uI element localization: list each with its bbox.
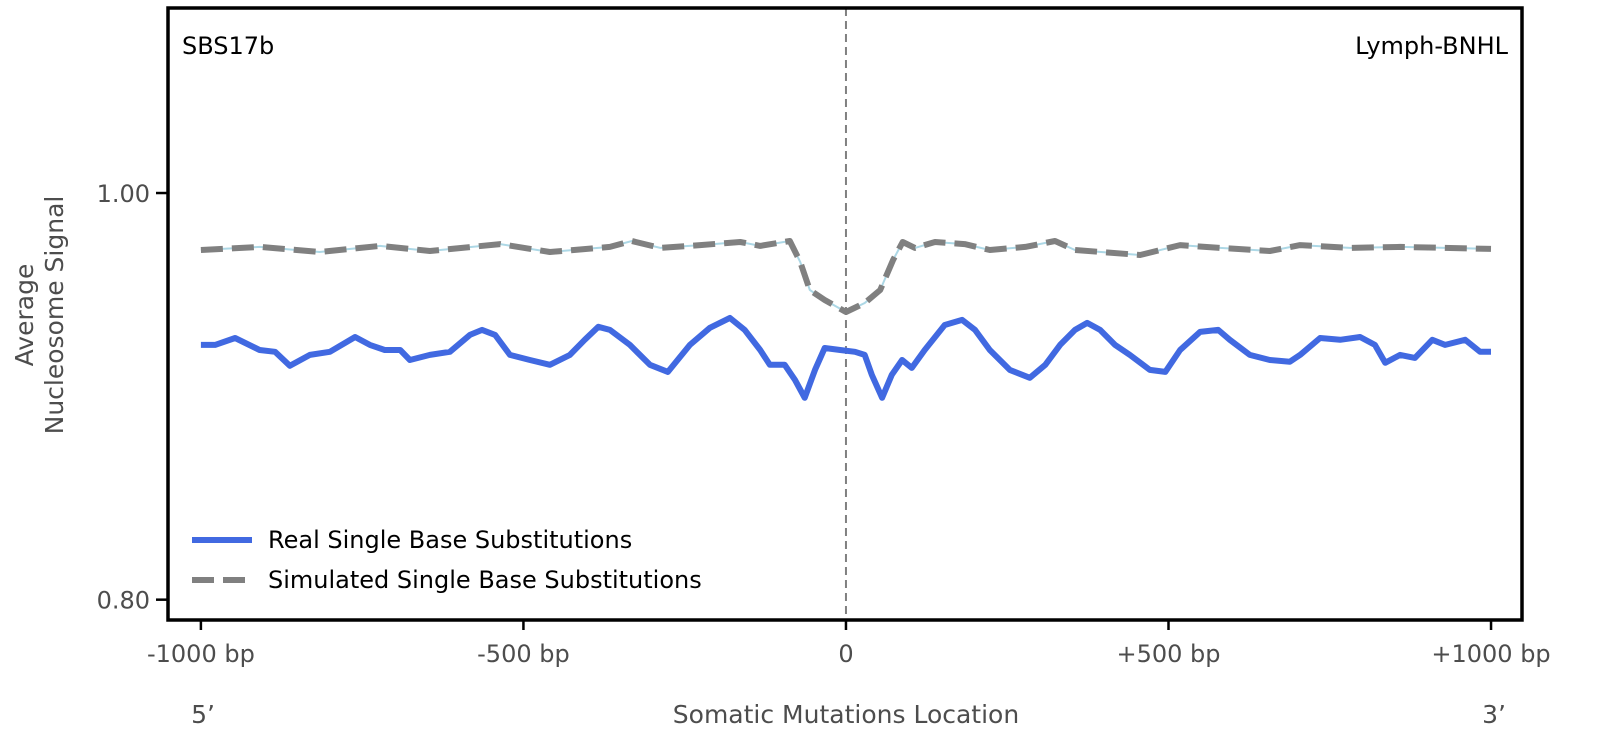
x-tick-label: -500 bp xyxy=(477,640,570,668)
three-prime-label: 3’ xyxy=(1482,700,1506,729)
x-axis-label: Somatic Mutations Location xyxy=(673,700,1019,729)
legend-simulated-label: Simulated Single Base Substitutions xyxy=(268,566,702,594)
legend-real-label: Real Single Base Substitutions xyxy=(268,526,632,554)
x-tick-label: -1000 bp xyxy=(147,640,255,668)
y-axis-label-line1: Average xyxy=(10,264,39,367)
x-tick-label: +500 bp xyxy=(1116,640,1220,668)
real-series-line xyxy=(200,314,1491,401)
simulated-series-line xyxy=(200,238,1492,315)
y-tick-label: 0.80 xyxy=(97,587,150,615)
y-axis-label-line2: Nucleosome Signal xyxy=(40,196,69,435)
signature-label: SBS17b xyxy=(182,32,274,60)
x-tick-label: 0 xyxy=(838,640,853,668)
x-tick-label: +1000 bp xyxy=(1431,640,1550,668)
five-prime-label: 5’ xyxy=(191,700,215,729)
plot-marks xyxy=(200,8,1492,620)
cancer-type-label: Lymph-BNHL xyxy=(1355,32,1508,60)
y-tick-label: 1.00 xyxy=(97,180,150,208)
y-axis: 1.00 0.80 xyxy=(97,180,168,615)
x-axis: -1000 bp -500 bp 0 +500 bp +1000 bp xyxy=(147,620,1551,668)
legend: Real Single Base Substitutions Simulated… xyxy=(192,526,702,594)
